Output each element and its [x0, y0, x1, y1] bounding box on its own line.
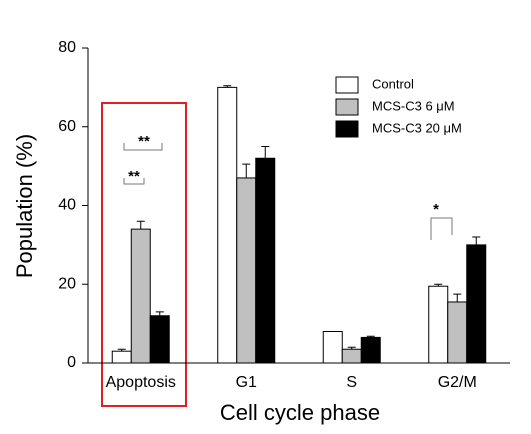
- legend-swatch: [335, 98, 359, 116]
- x-tick-label: G2/M: [438, 374, 477, 391]
- x-tick-label: S: [346, 374, 357, 391]
- y-tick-label: 40: [58, 197, 76, 214]
- significance-label: *: [433, 201, 439, 218]
- bar: [255, 157, 276, 364]
- significance-brackets: [123, 143, 453, 240]
- bracket: [430, 217, 453, 240]
- error-bar: [155, 311, 164, 316]
- significance-label: **: [128, 168, 140, 185]
- error-bar: [434, 283, 443, 287]
- bar: [130, 228, 151, 364]
- y-tick-label: 80: [58, 39, 76, 56]
- bar: [341, 348, 362, 364]
- y-tick-label: 0: [67, 354, 76, 371]
- highlight-box: [101, 102, 187, 407]
- y-axis-label: Population (%): [12, 134, 37, 278]
- error-bar: [223, 85, 232, 88]
- y-tick-label: 20: [58, 275, 76, 292]
- error-bar: [366, 335, 375, 338]
- bar: [149, 315, 170, 364]
- x-axis-label: Cell cycle phase: [220, 400, 380, 425]
- error-bar: [117, 348, 126, 352]
- bar: [447, 301, 468, 364]
- bar: [217, 86, 238, 364]
- legend-swatch: [335, 120, 359, 138]
- bar: [466, 244, 487, 364]
- error-bar: [242, 163, 251, 178]
- error-bar: [347, 346, 356, 350]
- bar: [111, 350, 132, 364]
- legend-label: MCS-C3 6 μM: [372, 98, 455, 113]
- legend-label: MCS-C3 20 μM: [372, 120, 462, 135]
- x-tick-label: G1: [236, 374, 257, 391]
- legend-label: Control: [372, 76, 414, 91]
- bracket: [123, 143, 163, 151]
- significance-label: **: [138, 133, 150, 150]
- bar: [322, 331, 343, 364]
- bar: [236, 177, 257, 364]
- bar: [360, 336, 381, 364]
- error-bar: [261, 145, 270, 159]
- y-tick-label: 60: [58, 118, 76, 135]
- bar: [428, 285, 449, 364]
- error-bar: [472, 236, 481, 245]
- error-bar: [453, 293, 462, 302]
- bracket: [123, 178, 145, 185]
- error-bar: [136, 220, 145, 230]
- x-tick-label: Apoptosis: [106, 374, 176, 391]
- legend-swatch: [335, 76, 359, 94]
